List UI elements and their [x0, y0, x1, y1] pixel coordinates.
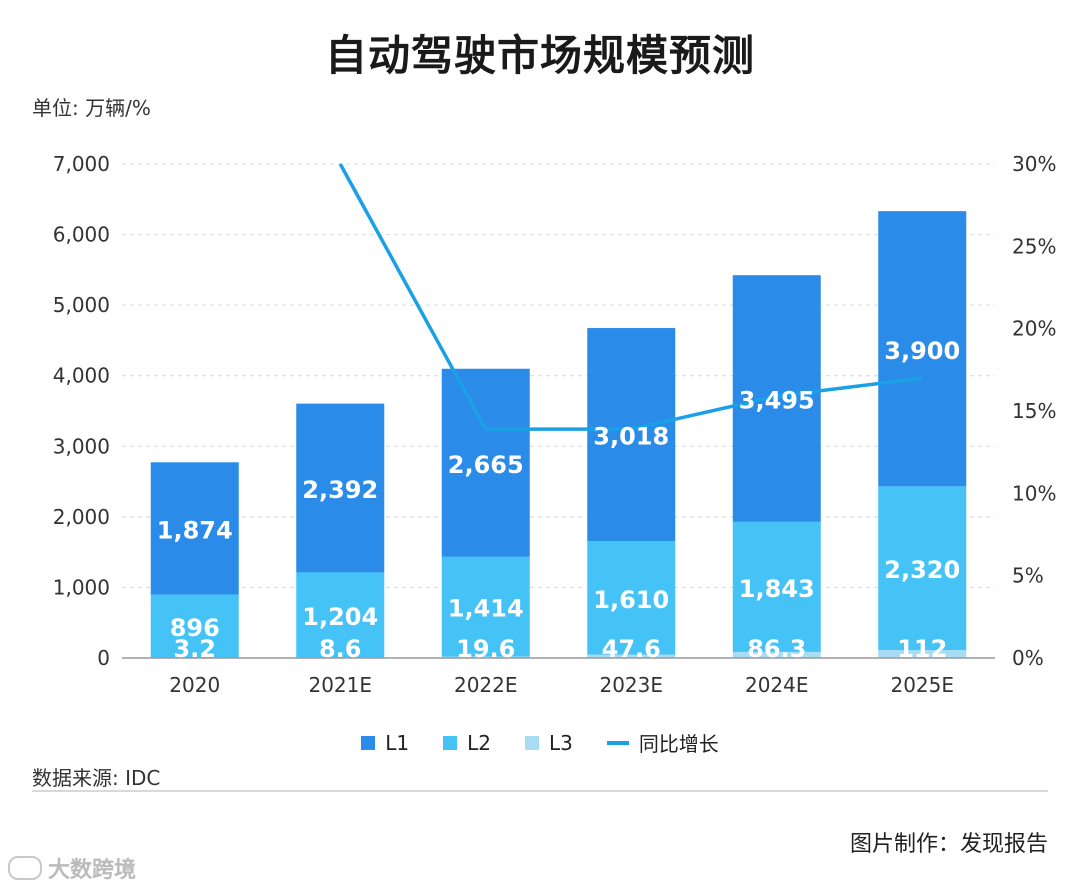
x-tick-label: 2024E	[745, 673, 809, 697]
x-tick-label: 2023E	[599, 673, 663, 697]
legend-item-l2: L2	[443, 728, 491, 757]
bar-segment-l1	[296, 403, 385, 573]
x-tick-label: 2025E	[890, 673, 954, 697]
data-label-l3: 86.3	[747, 635, 806, 663]
bar-segment-l1	[878, 211, 967, 487]
watermark: 大数跨境	[8, 852, 136, 884]
y-right-tick-label: 30%	[1012, 152, 1056, 176]
y-right-tick-label: 10%	[1012, 481, 1056, 505]
data-label-l3: 47.6	[602, 635, 661, 663]
source-label: 数据来源: IDC	[32, 766, 161, 790]
bar-segment-l1	[150, 462, 239, 595]
data-label: 1,204	[302, 603, 378, 631]
legend: L1 L2 L3 同比增长	[0, 728, 1080, 757]
divider	[32, 790, 1048, 792]
y-left-tick-label: 4,000	[53, 364, 110, 388]
bar-segment-l3	[587, 654, 676, 658]
data-label: 896	[170, 614, 220, 642]
bar-segment-l1	[441, 368, 530, 557]
x-tick-label: 2020	[169, 673, 220, 697]
bar-segment-l2	[150, 594, 239, 658]
y-left-tick-label: 5,000	[53, 293, 110, 317]
data-label: 3,495	[739, 387, 815, 415]
data-label-l3: 19.6	[456, 635, 515, 663]
bar-segment-l2	[732, 521, 821, 652]
maker-label: 图片制作：发现报告	[849, 832, 1048, 857]
legend-label-growth: 同比增长	[638, 732, 719, 756]
y-right-tick-label: 15%	[1012, 399, 1056, 423]
bar-segment-l1	[587, 328, 676, 542]
bar-segment-l1	[732, 275, 821, 522]
bar-segment-l2	[587, 541, 676, 655]
growth-line	[338, 163, 923, 431]
data-label: 1,610	[593, 586, 669, 614]
y-left-tick-label: 6,000	[53, 223, 110, 247]
bar-segment-l3	[732, 651, 821, 658]
x-tick-label: 2021E	[308, 673, 372, 697]
bar-segment-l3	[878, 650, 967, 658]
y-right-tick-label: 25%	[1012, 234, 1056, 258]
legend-label-l1: L1	[385, 730, 410, 755]
data-label: 1,843	[739, 575, 815, 603]
legend-swatch-l2	[443, 735, 458, 750]
bar-segment-l2	[296, 572, 385, 658]
x-tick-label: 2022E	[454, 673, 518, 697]
legend-swatch-l1	[361, 735, 376, 750]
y-left-tick-label: 2,000	[53, 505, 110, 529]
data-label: 2,392	[302, 476, 378, 504]
data-label-l3: 3.2	[173, 635, 216, 663]
data-label: 2,320	[884, 556, 960, 584]
data-label: 3,018	[593, 423, 669, 451]
data-label: 3,900	[884, 337, 960, 365]
bar-segment-l2	[878, 486, 967, 651]
y-left-tick-label: 7,000	[53, 152, 110, 176]
chart-title: 自动驾驶市场规模预测	[324, 31, 755, 80]
y-left-tick-label: 1,000	[53, 575, 110, 599]
legend-label-l2: L2	[467, 730, 491, 755]
data-label: 1,874	[157, 516, 233, 544]
y-left-tick-label: 0	[97, 646, 110, 670]
legend-swatch-l3	[524, 735, 539, 750]
watermark-text: 大数跨境	[48, 858, 137, 883]
data-label: 1,414	[448, 595, 524, 623]
data-label: 2,665	[448, 451, 524, 479]
legend-item-growth: 同比增长	[606, 728, 719, 757]
stacked-bar-chart: 0 1,000 2,000 3,000 4,000 5,000 6,000 7,000 0% 5%…	[53, 152, 1057, 697]
data-label-l3: 112	[897, 635, 947, 663]
bar-segment-l2	[441, 556, 530, 657]
data-label-l3: 8.6	[319, 635, 362, 663]
y-right-tick-label: 0%	[1012, 646, 1044, 670]
y-right-tick-label: 20%	[1012, 317, 1056, 341]
legend-swatch-growth	[606, 740, 629, 745]
y-left-tick-label: 3,000	[53, 434, 110, 458]
y-right-tick-label: 5%	[1012, 564, 1044, 588]
legend-item-l3: L3	[524, 728, 573, 757]
unit-label: 单位: 万辆/%	[32, 96, 151, 120]
legend-label-l3: L3	[548, 730, 573, 755]
legend-item-l1: L1	[361, 728, 409, 757]
watermark-logo-icon	[8, 856, 42, 880]
